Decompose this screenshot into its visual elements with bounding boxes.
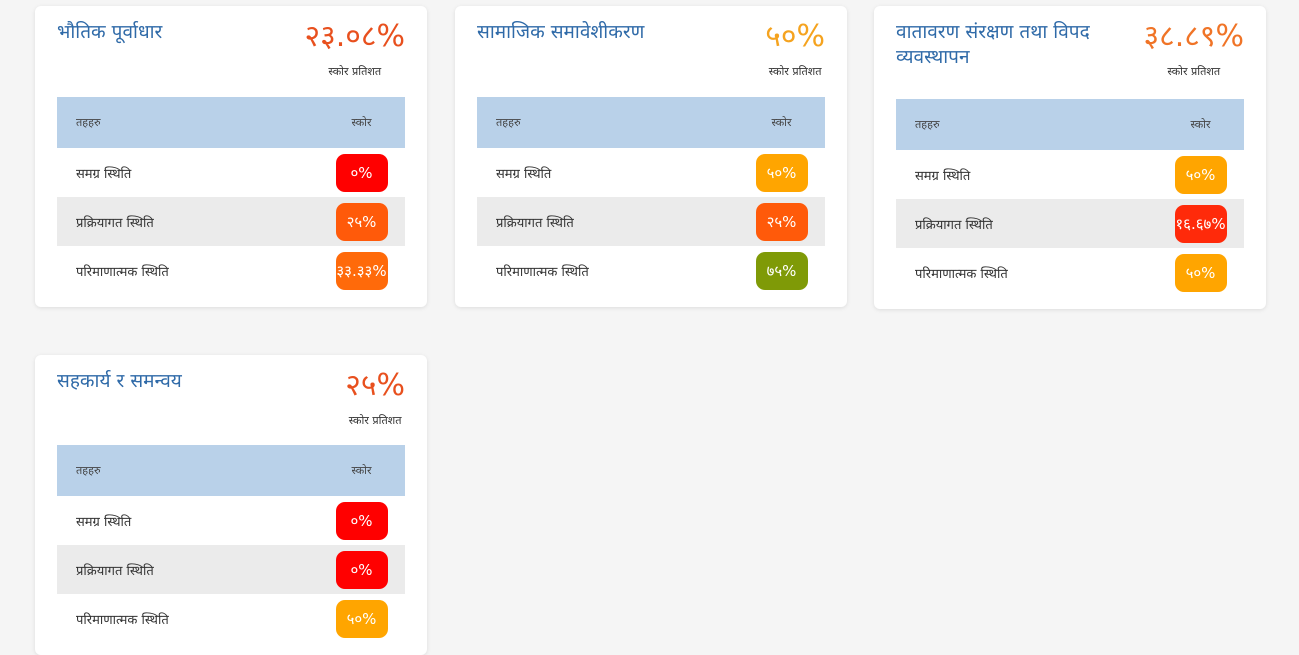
header-score: स्कोर — [318, 445, 405, 496]
table-row: परिमाणात्मक स्थिति ७५% — [477, 246, 825, 295]
row-label: प्रक्रियागत स्थिति — [896, 199, 1157, 248]
table-row: समग्र स्थिति ०% — [57, 148, 405, 197]
table-row: प्रक्रियागत स्थिति १६.६७% — [896, 199, 1244, 248]
score-pill: ५०% — [335, 599, 388, 638]
table-row: परिमाणात्मक स्थिति ५०% — [896, 248, 1244, 297]
score-pill: २५% — [335, 202, 388, 241]
indicator-table: तहहरु स्कोर समग्र स्थिति ५०% प्रक्रियागत… — [896, 99, 1244, 297]
score-pill: ०% — [335, 153, 388, 192]
score-pill: ५०% — [1174, 155, 1227, 194]
score-value: ३८.८९% — [1143, 19, 1244, 54]
header-indicator: तहहरु — [477, 97, 738, 148]
card-title: सामाजिक समावेशीकरण — [477, 21, 645, 43]
header-score: स्कोर — [1157, 99, 1244, 150]
row-label: परिमाणात्मक स्थिति — [76, 612, 169, 628]
indicator-table: तहहरु स्कोर समग्र स्थिति ०% प्रक्रियागत … — [57, 97, 405, 295]
score-pill: ५०% — [1174, 253, 1227, 292]
row-label: समग्र स्थिति — [496, 166, 552, 182]
header-indicator: तहहरु — [57, 445, 318, 496]
row-label: परिमाणात्मक स्थिति — [496, 264, 589, 280]
score-pill: १६.६७% — [1174, 204, 1227, 243]
score-card-cooperation-coordination: सहकार्य र समन्वय २५% स्कोर प्रतिशत तहहरु… — [35, 355, 427, 655]
score-pill: २५% — [755, 202, 808, 241]
table-header-row: तहहरु स्कोर — [896, 99, 1244, 150]
card-title: भौतिक पूर्वाधार — [57, 21, 163, 43]
header-indicator: तहहरु — [57, 97, 318, 148]
score-label: स्कोर प्रतिशत — [768, 65, 822, 78]
score-card-physical-infrastructure: भौतिक पूर्वाधार २३.०८% स्कोर प्रतिशत तहह… — [35, 6, 427, 307]
indicator-table: तहहरु स्कोर समग्र स्थिति ०% प्रक्रियागत … — [57, 445, 405, 643]
row-label: प्रक्रियागत स्थिति — [57, 545, 318, 594]
score-label: स्कोर प्रतिशत — [328, 65, 382, 78]
table-row: प्रक्रियागत स्थिति ०% — [57, 545, 405, 594]
score-pill: ५०% — [755, 153, 808, 192]
row-label: प्रक्रियागत स्थिति — [57, 197, 318, 246]
score-box: ५०% स्कोर प्रतिशत — [765, 18, 825, 79]
row-label: समग्र स्थिति — [76, 166, 132, 182]
row-label: प्रक्रियागत स्थिति — [477, 197, 738, 246]
table-row: समग्र स्थिति ५०% — [896, 150, 1244, 199]
table-row: परिमाणात्मक स्थिति ३३.३३% — [57, 246, 405, 295]
row-label: परिमाणात्मक स्थिति — [915, 266, 1008, 282]
score-value: २३.०८% — [304, 19, 405, 54]
card-title: वातावरण संरक्षण तथा विपद व्यवस्थापन — [896, 21, 1090, 68]
table-row: प्रक्रियागत स्थिति २५% — [57, 197, 405, 246]
table-row: प्रक्रियागत स्थिति २५% — [477, 197, 825, 246]
indicator-table: तहहरु स्कोर समग्र स्थिति ५०% प्रक्रियागत… — [477, 97, 825, 295]
score-label: स्कोर प्रतिशत — [348, 414, 402, 427]
row-label: समग्र स्थिति — [76, 514, 132, 530]
score-pill: ०% — [335, 550, 388, 589]
score-value: ५०% — [765, 19, 825, 54]
header-score: स्कोर — [738, 97, 825, 148]
score-pill: ३३.३३% — [335, 251, 388, 290]
score-box: ३८.८९% स्कोर प्रतिशत — [1144, 18, 1244, 79]
score-card-social-inclusion: सामाजिक समावेशीकरण ५०% स्कोर प्रतिशत तहह… — [455, 6, 847, 307]
header-score: स्कोर — [318, 97, 405, 148]
score-box: २५% स्कोर प्रतिशत — [345, 367, 405, 428]
score-pill: ७५% — [755, 251, 808, 290]
row-label: परिमाणात्मक स्थिति — [76, 264, 169, 280]
score-box: २३.०८% स्कोर प्रतिशत — [305, 18, 405, 79]
row-label: समग्र स्थिति — [915, 168, 971, 184]
header-indicator: तहहरु — [896, 99, 1157, 150]
table-header-row: तहहरु स्कोर — [477, 97, 825, 148]
score-pill: ०% — [335, 501, 388, 540]
score-label: स्कोर प्रतिशत — [1167, 65, 1221, 78]
table-row: समग्र स्थिति ०% — [57, 496, 405, 545]
score-value: २५% — [345, 368, 405, 403]
card-title: सहकार्य र समन्वय — [57, 370, 182, 392]
table-row: परिमाणात्मक स्थिति ५०% — [57, 594, 405, 643]
table-header-row: तहहरु स्कोर — [57, 445, 405, 496]
score-card-environment-disaster: वातावरण संरक्षण तथा विपद व्यवस्थापन ३८.८… — [874, 6, 1266, 309]
table-header-row: तहहरु स्कोर — [57, 97, 405, 148]
table-row: समग्र स्थिति ५०% — [477, 148, 825, 197]
